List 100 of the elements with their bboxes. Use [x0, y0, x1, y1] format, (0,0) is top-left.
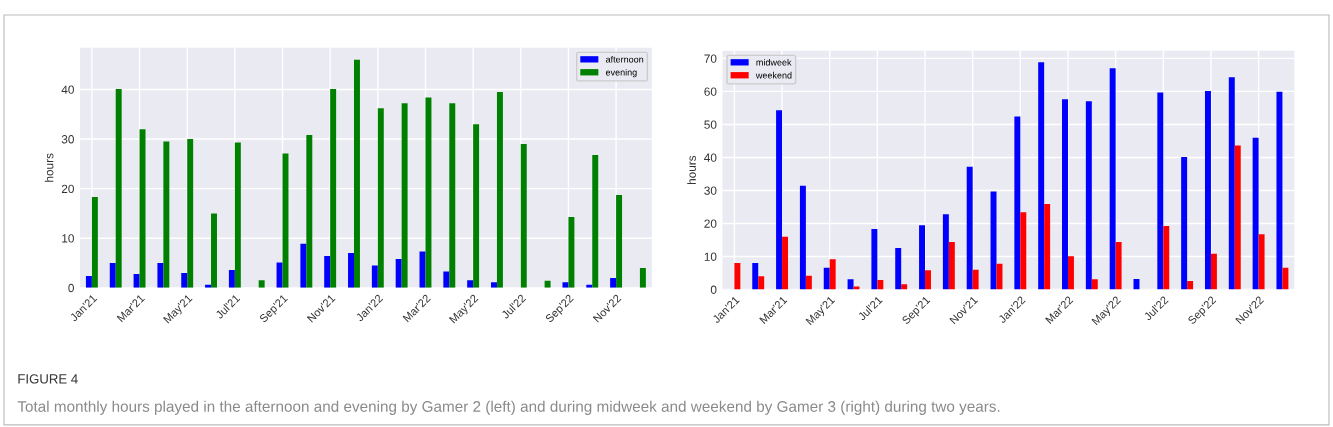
bar [85, 275, 92, 288]
bar [919, 225, 926, 290]
bar [1044, 204, 1051, 290]
y-tick-label: 20 [704, 219, 717, 228]
bar [157, 263, 164, 288]
y-tick-label: 40 [704, 153, 717, 162]
bar [752, 263, 759, 290]
bar [592, 154, 599, 288]
bar [491, 282, 497, 288]
bar [324, 256, 331, 288]
bar [425, 97, 432, 288]
bar [895, 247, 902, 290]
bar [1115, 241, 1122, 290]
y-axis-title: hours [687, 155, 696, 185]
bar [1276, 91, 1283, 290]
bar [1038, 62, 1045, 290]
bar [449, 103, 456, 288]
bar [639, 267, 646, 288]
bar [467, 280, 474, 288]
bar [1067, 256, 1074, 290]
bar [1282, 267, 1289, 290]
bar [847, 279, 854, 290]
bar [1204, 91, 1211, 290]
bar [181, 272, 188, 288]
y-tick-label: 30 [61, 135, 74, 144]
y-tick-label: 10 [62, 234, 74, 243]
y-tick-label: 60 [704, 87, 717, 96]
bar [972, 269, 979, 290]
bar [829, 259, 836, 290]
bar [966, 166, 973, 290]
caption: FIGURE 4 [18, 374, 78, 384]
bar [1234, 145, 1241, 290]
bar [1085, 101, 1092, 290]
bar [1181, 157, 1188, 290]
bar [306, 135, 313, 288]
bar [1091, 279, 1098, 290]
bar [473, 124, 480, 288]
y-tick-label: 0 [710, 285, 717, 294]
y-axis-title: hours [44, 153, 54, 182]
y-tick-label: 50 [704, 120, 717, 129]
bar [948, 241, 955, 290]
bar [187, 139, 194, 288]
bar [1228, 77, 1235, 290]
bar [805, 275, 812, 290]
legend-label: afternoon [605, 55, 644, 63]
bar [258, 280, 265, 288]
bar [616, 195, 623, 288]
bar [1020, 212, 1027, 290]
legend-label: midweek [756, 58, 792, 66]
bar [871, 229, 878, 290]
bar [211, 213, 217, 288]
bar [877, 279, 884, 290]
bar [520, 144, 527, 288]
bar [443, 271, 450, 288]
bar [348, 253, 354, 288]
bar [276, 262, 283, 288]
bar [1157, 92, 1164, 290]
bar [109, 263, 116, 288]
y-tick-label: 0 [68, 283, 74, 293]
bar [990, 191, 997, 290]
y-tick-label: 20 [61, 184, 74, 194]
bar [234, 142, 241, 288]
bar [1109, 68, 1116, 290]
bar [401, 103, 408, 288]
text: Total monthly hours played in the afternoon and evening by Gamer 2 (left) and during midweek and weekend by Gamer 3 (right) during two years. [17, 400, 1000, 415]
bar [300, 243, 307, 288]
bar [228, 269, 235, 288]
bar [1210, 253, 1217, 290]
bar [496, 91, 503, 288]
y-tick-label: 10 [704, 252, 717, 261]
bar [163, 141, 170, 288]
bar [799, 185, 806, 290]
bar [115, 88, 122, 288]
bar [1258, 234, 1265, 290]
bar [330, 88, 337, 288]
bar [353, 59, 360, 288]
bar [925, 270, 931, 290]
bar [901, 284, 908, 290]
bar [371, 265, 378, 288]
bar [133, 273, 140, 288]
legend-label: weekend [755, 71, 792, 79]
bar [1187, 280, 1194, 290]
legend-label: evening [605, 68, 637, 78]
bar [1163, 226, 1170, 290]
bar [139, 129, 146, 288]
bar [395, 259, 402, 288]
y-tick-label: 30 [704, 186, 717, 195]
bar [776, 110, 783, 290]
bar [377, 108, 384, 288]
bar [1062, 99, 1068, 290]
bar [734, 263, 741, 290]
y-tick-label: 70 [704, 54, 717, 63]
y-tick-label: 40 [61, 85, 74, 94]
bar [942, 214, 949, 290]
bar [562, 282, 569, 288]
bar [823, 267, 830, 290]
bar [1252, 137, 1259, 290]
bar [758, 276, 765, 290]
bar [782, 236, 789, 290]
bar [568, 216, 575, 288]
